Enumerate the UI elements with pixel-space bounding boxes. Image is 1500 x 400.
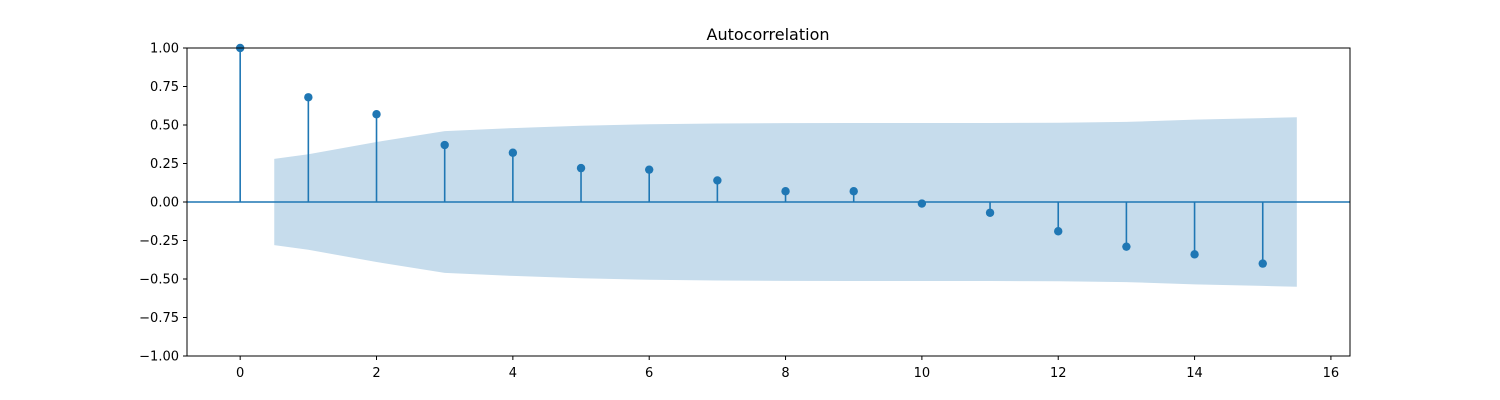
stem-marker-lag-9 <box>849 187 858 196</box>
stem-marker-lag-6 <box>645 165 654 174</box>
x-tick-label-14: 14 <box>1186 366 1203 381</box>
y-tick-label-4: 0.00 <box>150 196 179 211</box>
stem-marker-lag-2 <box>372 110 381 119</box>
stem-marker-lag-10 <box>917 199 927 208</box>
stem-marker-lag-15 <box>1258 259 1267 268</box>
x-tick-label-4: 4 <box>509 366 517 381</box>
stem-marker-lag-14 <box>1190 250 1199 259</box>
stem-layer <box>235 43 1267 268</box>
y-tick-label-3: −0.25 <box>139 234 179 249</box>
chart-title: Autocorrelation <box>707 25 830 44</box>
stem-marker-lag-11 <box>985 208 995 217</box>
stem-marker-lag-7 <box>713 176 722 185</box>
x-tick-label-10: 10 <box>914 366 931 381</box>
y-tick-label-8: 1.00 <box>150 42 179 57</box>
y-tick-label-5: 0.25 <box>150 157 179 172</box>
x-tick-label-8: 8 <box>781 366 789 381</box>
y-tick-label-2: −0.50 <box>139 273 179 288</box>
y-tick-label-0: −1.00 <box>139 350 179 365</box>
stem-marker-lag-12 <box>1054 227 1063 236</box>
stem-marker-lag-13 <box>1122 242 1131 251</box>
stem-marker-lag-4 <box>508 148 518 157</box>
stem-marker-lag-8 <box>781 187 790 196</box>
x-tick-label-6: 6 <box>645 366 653 381</box>
x-tick-label-0: 0 <box>236 366 244 381</box>
x-tick-label-16: 16 <box>1323 366 1340 381</box>
y-tick-label-6: 0.50 <box>150 119 179 134</box>
tick-layer: 0 2 4 6 8 10 12 14 16 −1.00 −0.75 −0.50 −0.25 0.00 0.2… <box>139 42 1339 382</box>
stem-marker-lag-3 <box>440 140 449 150</box>
y-tick-label-1: −0.75 <box>139 311 179 326</box>
stem-marker-lag-1 <box>304 93 313 102</box>
x-tick-label-2: 2 <box>372 366 380 381</box>
y-tick-label-7: 0.75 <box>150 80 179 95</box>
stem-marker-lag-5 <box>576 163 586 173</box>
x-tick-label-12: 12 <box>1050 366 1067 381</box>
